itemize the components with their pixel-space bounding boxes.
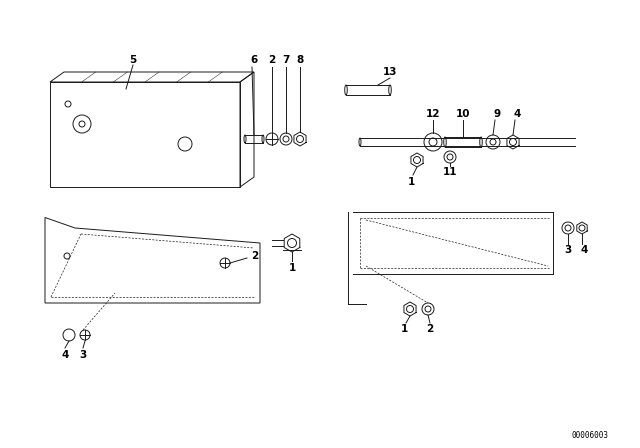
Text: 00006003: 00006003 (572, 431, 609, 439)
Text: 4: 4 (580, 245, 588, 255)
Text: 1: 1 (408, 177, 415, 187)
Text: 3: 3 (79, 350, 86, 360)
Text: 11: 11 (443, 167, 457, 177)
Text: 2: 2 (252, 251, 259, 261)
Text: 12: 12 (426, 109, 440, 119)
Text: 2: 2 (268, 55, 276, 65)
Text: 4: 4 (513, 109, 521, 119)
Text: 10: 10 (456, 109, 470, 119)
Text: 13: 13 (383, 67, 397, 77)
Text: 9: 9 (493, 109, 500, 119)
Text: 2: 2 (426, 324, 434, 334)
Text: 7: 7 (282, 55, 290, 65)
Text: 3: 3 (564, 245, 572, 255)
Text: 4: 4 (61, 350, 68, 360)
Text: 8: 8 (296, 55, 303, 65)
Text: 1: 1 (289, 263, 296, 273)
Text: 5: 5 (129, 55, 136, 65)
Text: 1: 1 (401, 324, 408, 334)
Text: 6: 6 (250, 55, 258, 65)
